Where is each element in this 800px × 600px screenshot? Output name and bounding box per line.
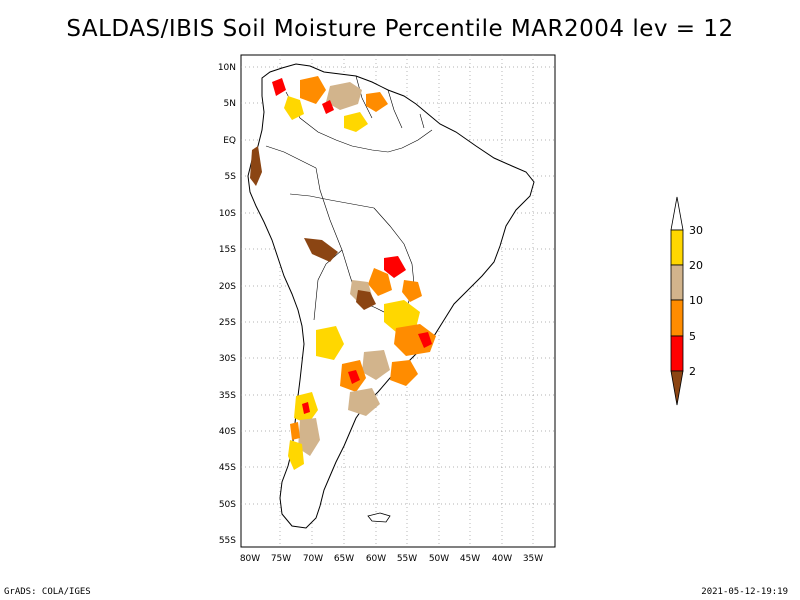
lon-tick-labels: 80W 75W 70W 65W 60W 55W 50W 45W 40W 35W bbox=[240, 554, 543, 564]
legend-label: 10 bbox=[689, 294, 703, 307]
patch-south-yellow bbox=[384, 300, 420, 332]
lat-tick-label: 55S bbox=[219, 536, 236, 546]
lat-tick-label: 20S bbox=[219, 282, 236, 292]
patch-north-yellow bbox=[284, 96, 304, 120]
lon-tick-label: 60W bbox=[366, 554, 386, 564]
footer-credit: GrADS: COLA/IGES bbox=[4, 587, 91, 597]
patch-east-orange bbox=[402, 280, 422, 302]
lat-tick-label: 10S bbox=[219, 209, 236, 219]
patch-central-brown bbox=[304, 238, 338, 262]
legend-label: 30 bbox=[689, 224, 703, 237]
patch-central-red bbox=[384, 256, 406, 278]
patch-north-red-2 bbox=[322, 100, 334, 114]
patch-central-orange bbox=[368, 268, 392, 296]
patch-arg-orange-2 bbox=[290, 422, 300, 440]
lon-tick-label: 70W bbox=[303, 554, 323, 564]
map-title: SALDAS/IBIS Soil Moisture Percentile MAR… bbox=[66, 16, 734, 42]
patch-arg-red-2 bbox=[302, 402, 310, 414]
patch-north-red bbox=[272, 78, 286, 96]
patch-uruguay-orange bbox=[390, 360, 418, 386]
lat-tick-label: 50S bbox=[219, 500, 236, 510]
patch-south-red bbox=[418, 332, 432, 348]
lon-tick-label: 45W bbox=[460, 554, 480, 564]
patch-arg-tan-2 bbox=[298, 418, 320, 456]
patch-north-orange bbox=[300, 76, 326, 104]
lat-tick-label: 10N bbox=[218, 63, 236, 73]
legend-swatch-20-30 bbox=[670, 229, 684, 266]
patch-central-brown-2 bbox=[356, 290, 376, 310]
legend-label: 2 bbox=[689, 365, 696, 378]
lon-tick-label: 40W bbox=[492, 554, 512, 564]
lat-tick-label: 15S bbox=[219, 245, 236, 255]
legend-swatch-below-2 bbox=[670, 370, 684, 406]
patch-north-orange-2 bbox=[366, 92, 388, 112]
falkland-islands bbox=[367, 512, 391, 523]
footer-timestamp: 2021-05-12-19:19 bbox=[701, 587, 788, 597]
patch-arg-yellow bbox=[316, 326, 344, 360]
legend-swatch-10-20 bbox=[670, 264, 684, 301]
lon-tick-label: 75W bbox=[271, 554, 291, 564]
patch-north-yellow-2 bbox=[344, 112, 368, 132]
patch-south-orange bbox=[394, 324, 436, 356]
legend-swatch-2-5 bbox=[670, 335, 684, 372]
lon-tick-label: 65W bbox=[334, 554, 354, 564]
patch-north-tan bbox=[326, 82, 362, 110]
lon-tick-label: 50W bbox=[429, 554, 449, 564]
patch-arg-tan bbox=[348, 388, 380, 416]
legend-swatch-5-10 bbox=[670, 299, 684, 337]
patch-arg-red bbox=[348, 370, 360, 384]
south-america-outline bbox=[247, 63, 535, 529]
lon-tick-label: 35W bbox=[523, 554, 543, 564]
lat-tick-label: EQ bbox=[223, 136, 236, 146]
lat-tick-labels: 10N 5N EQ 5S 10S 15S 20S 25S 30S 35S 40S… bbox=[218, 63, 236, 546]
patch-arg-yellow-3 bbox=[288, 440, 304, 470]
patch-andes-brown bbox=[250, 146, 262, 186]
lat-tick-label: 5N bbox=[224, 99, 236, 109]
lat-tick-label: 25S bbox=[219, 318, 236, 328]
lat-tick-label: 35S bbox=[219, 391, 236, 401]
soil-moisture-shading bbox=[250, 76, 436, 470]
lon-tick-label: 55W bbox=[397, 554, 417, 564]
lat-tick-label: 5S bbox=[225, 172, 237, 182]
legend-label: 5 bbox=[689, 330, 696, 343]
lat-tick-label: 40S bbox=[219, 427, 236, 437]
legend-swatch-above-30 bbox=[670, 196, 684, 231]
color-legend: 30 20 10 5 2 bbox=[670, 196, 703, 406]
lon-tick-label: 80W bbox=[240, 554, 260, 564]
patch-uruguay-tan bbox=[362, 350, 390, 380]
legend-label: 20 bbox=[689, 259, 703, 272]
lat-tick-label: 30S bbox=[219, 354, 236, 364]
lat-tick-label: 45S bbox=[219, 463, 236, 473]
